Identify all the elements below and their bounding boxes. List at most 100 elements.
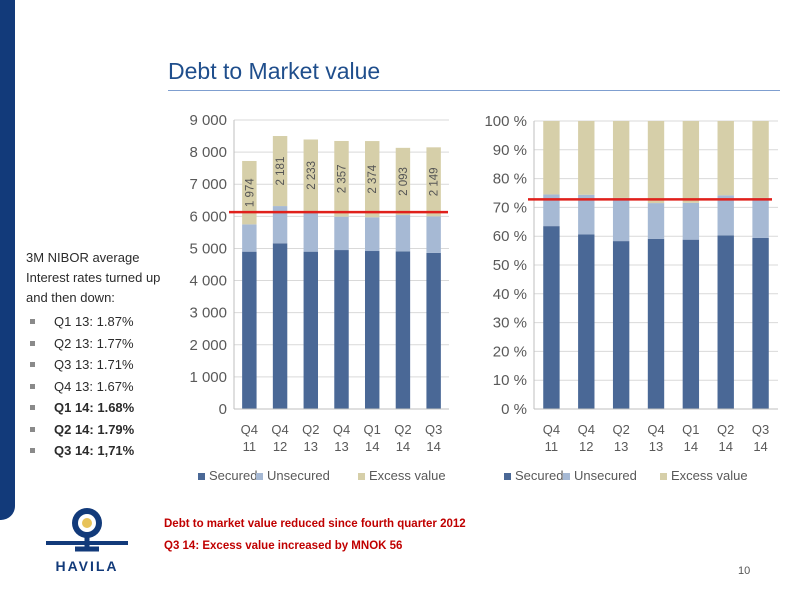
nibor-list: Q1 13: 1.87% Q2 13: 1.77% Q3 13: 1.71% Q4 1… [26, 311, 166, 462]
notes: Debt to market value reduced since fourt… [164, 513, 466, 557]
nibor-item-label: Q3 14: 1,71% [54, 443, 135, 458]
y-tick-label: 0 % [501, 401, 527, 418]
legend-swatch [198, 473, 205, 480]
x-tick-label: Q2 [717, 422, 734, 437]
bullet-icon [30, 319, 35, 324]
nibor-item-label: Q3 13: 1.71% [54, 357, 134, 372]
x-tick-label: 13 [334, 439, 348, 454]
y-tick-label: 10 % [493, 372, 527, 389]
bar-segment [426, 216, 441, 253]
x-tick-label: Q4 [647, 422, 664, 437]
bar-segment [578, 194, 595, 235]
note-line: Q3 14: Excess value increased by MNOK 56 [164, 540, 403, 552]
x-tick-label: Q4 [241, 422, 258, 437]
data-label: 2 357 [337, 164, 349, 193]
y-tick-label: 80 % [493, 171, 527, 188]
x-tick-label: 12 [579, 439, 593, 454]
bar-segment [334, 216, 349, 251]
x-tick-label: 14 [426, 439, 440, 454]
nibor-item: Q3 14: 1,71% [26, 440, 166, 462]
bar-segment [612, 197, 630, 242]
x-tick-label: 13 [649, 439, 663, 454]
y-tick-label: 9 000 [189, 112, 227, 129]
legend-swatch [660, 473, 667, 480]
bar-segment [364, 141, 380, 218]
nibor-item-label: Q4 13: 1.67% [54, 378, 134, 394]
page-number: 10 [738, 565, 751, 577]
x-tick-label: 14 [753, 439, 767, 454]
bar-segment [578, 234, 595, 409]
bar-segment [303, 139, 319, 212]
legend-swatch [504, 473, 511, 480]
y-tick-label: 5 000 [189, 240, 227, 257]
x-tick-label: Q3 [752, 422, 769, 437]
y-tick-label: 0 [219, 401, 227, 418]
bar-segment [752, 121, 769, 198]
nibor-heading: 3M NIBOR average [26, 250, 140, 265]
bar-segment [682, 239, 700, 409]
x-tick-label: Q4 [543, 422, 560, 437]
y-tick-label: 40 % [493, 286, 527, 303]
bar-segment [242, 160, 257, 225]
legend-swatch [256, 473, 263, 480]
x-tick-label: Q4 [578, 422, 595, 437]
data-label: 2 374 [367, 164, 379, 193]
x-tick-label: Q2 [394, 422, 411, 437]
bullet-icon [30, 340, 35, 346]
nibor-item: Q2 13: 1.77% [26, 333, 166, 355]
bar-segment [717, 195, 734, 236]
y-tick-label: 20 % [493, 343, 527, 360]
bar-segment [395, 215, 411, 252]
legend-label: Secured [209, 468, 257, 483]
bar-segment [395, 251, 411, 409]
bullet-icon [30, 405, 35, 410]
bar-segment [543, 226, 560, 409]
havila-emblem-icon [46, 508, 128, 552]
y-tick-label: 1 000 [189, 369, 227, 386]
title-divider [168, 90, 780, 91]
x-tick-label: 11 [243, 439, 257, 454]
x-tick-label: 11 [545, 439, 559, 454]
bullet-icon [30, 426, 35, 432]
logo-text: HAVILA [55, 558, 118, 574]
bar-segment [682, 121, 700, 203]
legend-label: Unsecured [574, 468, 637, 483]
bar-segment [717, 121, 734, 196]
y-tick-label: 6 000 [189, 208, 227, 225]
y-tick-label: 60 % [493, 228, 527, 245]
x-tick-label: Q3 [425, 422, 442, 437]
x-tick-label: Q4 [271, 422, 288, 437]
left-brand-band [0, 0, 15, 520]
bar-segment [612, 241, 630, 409]
debt-percent-chart: 0 % 10 % 20 % 30 % 40 % 50 % 60 % 70 % 80 % 90 % 1… [484, 113, 778, 483]
y-tick-label: 8 000 [189, 144, 227, 161]
y-tick-label: 50 % [493, 257, 527, 274]
bar-segment [242, 224, 257, 252]
x-tick-label: Q2 [612, 422, 629, 437]
bullet-icon [30, 448, 35, 453]
y-tick-label: 3 000 [189, 305, 227, 322]
havila-logo: HAVILA [46, 508, 128, 574]
bar-segment [334, 250, 349, 409]
bar-segment [303, 251, 319, 409]
y-tick-label: 4 000 [189, 273, 227, 290]
bar-segment [426, 147, 441, 217]
bullet-icon [30, 362, 35, 367]
nibor-item: Q2 14: 1.79% [26, 419, 166, 441]
bar-segment [752, 237, 769, 409]
x-tick-label: Q1 [364, 422, 381, 437]
y-tick-label: 30 % [493, 315, 527, 332]
bar-segment [426, 252, 441, 409]
legend-label: Excess value [369, 468, 446, 483]
y-tick-label: 70 % [493, 199, 527, 216]
x-tick-label: 12 [273, 439, 287, 454]
bar-segment [717, 235, 734, 409]
bar-segment [395, 147, 411, 216]
bar-segment [752, 197, 769, 238]
bullet-icon [30, 383, 35, 389]
bar-segment [272, 243, 288, 409]
nibor-item-label: Q2 14: 1.79% [54, 421, 135, 437]
nibor-item: Q1 13: 1.87% [26, 311, 166, 333]
note-line: Debt to market value reduced since fourt… [164, 518, 466, 530]
bar-segment [303, 211, 319, 252]
